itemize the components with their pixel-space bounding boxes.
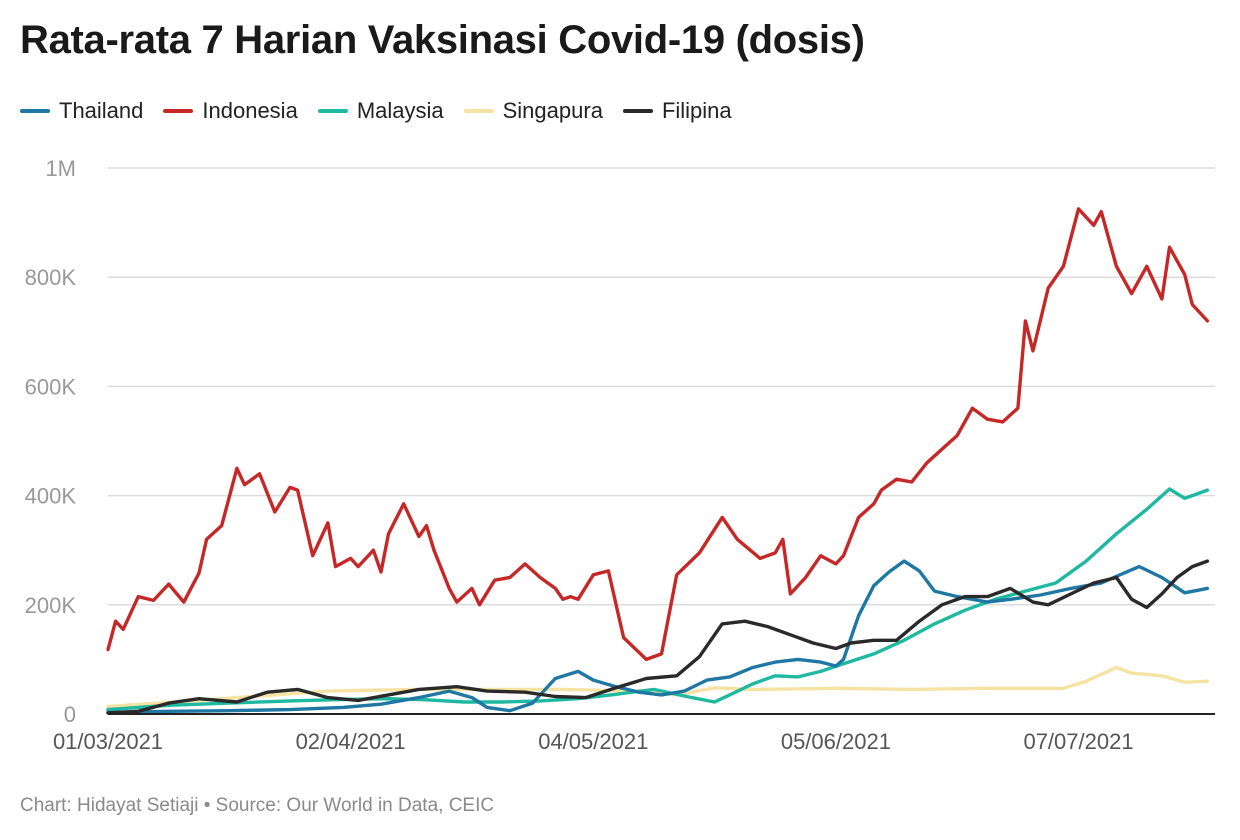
y-tick-label: 0 (64, 702, 76, 727)
legend-swatch-singapura (463, 109, 494, 113)
chart-title: Rata-rata 7 Harian Vaksinasi Covid-19 (d… (20, 18, 865, 62)
legend-label-filipina: Filipina (661, 98, 732, 123)
chart-credit: Chart: Hidayat Setiaji • Source: Our Wor… (20, 795, 495, 816)
x-tick-label: 04/05/2021 (538, 729, 648, 754)
legend-label-thailand: Thailand (59, 98, 144, 123)
legend-swatch-indonesia (163, 109, 194, 113)
x-tick-label: 01/03/2021 (53, 729, 163, 754)
y-tick-label: 200K (25, 593, 77, 618)
legend-item-indonesia[interactable]: Indonesia (163, 98, 298, 124)
legend-item-thailand[interactable]: Thailand (20, 98, 143, 124)
legend-item-singapura[interactable]: Singapura (463, 98, 603, 124)
legend-item-malaysia[interactable]: Malaysia (317, 98, 444, 124)
y-tick-label: 600K (25, 374, 77, 399)
y-tick-label: 400K (25, 484, 77, 509)
x-tick-label: 07/07/2021 (1023, 729, 1133, 754)
legend-label-singapura: Singapura (502, 98, 603, 123)
legend: Thailand Indonesia Malaysia Singapura Fi… (20, 98, 752, 124)
legend-swatch-thailand (20, 109, 50, 113)
series-line-filipina (106, 559, 1210, 715)
series-line-singapura (106, 665, 1210, 709)
legend-item-filipina[interactable]: Filipina (622, 98, 732, 124)
series-line-thailand (106, 559, 1210, 715)
x-tick-label: 02/04/2021 (296, 729, 406, 754)
x-tick-label: 05/06/2021 (781, 729, 891, 754)
legend-label-indonesia: Indonesia (202, 98, 298, 123)
legend-label-malaysia: Malaysia (356, 98, 444, 123)
y-tick-label: 800K (25, 265, 77, 290)
legend-swatch-malaysia (317, 109, 348, 113)
y-tick-label: 1M (45, 156, 76, 181)
legend-swatch-filipina (622, 109, 653, 113)
series-line-indonesia (106, 207, 1210, 662)
